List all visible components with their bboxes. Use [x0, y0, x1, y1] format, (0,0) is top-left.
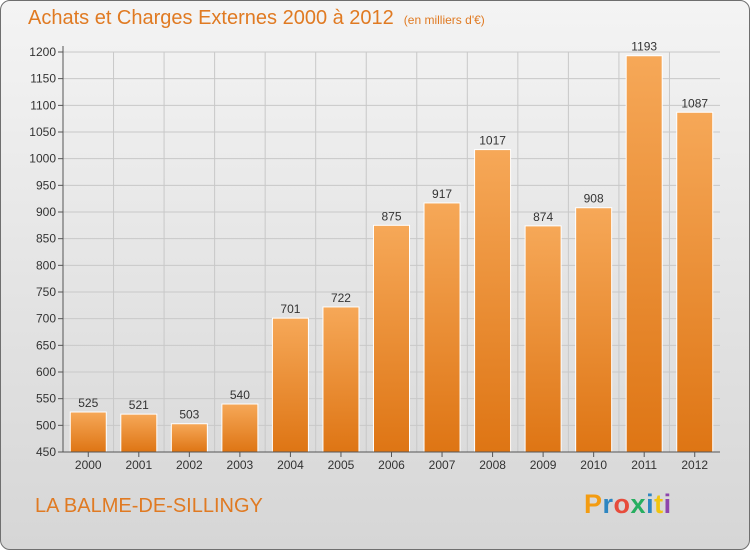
data-label-2005: 722: [331, 291, 351, 305]
bar-2007: [423, 202, 461, 453]
bar-2006: [373, 224, 410, 453]
y-tick-label-850: 850: [36, 232, 56, 246]
y-tick-label-650: 650: [36, 338, 56, 352]
y-tick-label-500: 500: [36, 418, 56, 432]
data-label-2007: 917: [432, 187, 452, 201]
logo-letter: r: [602, 489, 614, 519]
x-tick-label-2004: 2004: [277, 458, 304, 472]
bar-2011: [625, 55, 663, 453]
x-tick-label-2000: 2000: [75, 458, 102, 472]
logo-letter: o: [613, 489, 631, 519]
location-label: LA BALME-DE-SILLINGY: [35, 495, 263, 517]
bar-2005: [322, 306, 360, 453]
axes: [58, 46, 720, 457]
x-tick-label-2001: 2001: [125, 458, 152, 472]
x-tick-label-2010: 2010: [580, 458, 607, 472]
bar-2004: [271, 317, 309, 453]
data-label-2004: 701: [280, 302, 300, 316]
logo-letter: i: [663, 489, 672, 519]
logo-letter: t: [654, 489, 664, 519]
data-label-2002: 503: [179, 408, 199, 422]
logo-letter: x: [630, 489, 647, 519]
proxiti-logo[interactable]: Proxiti: [584, 489, 672, 520]
x-tick-label-2002: 2002: [176, 458, 203, 472]
chart-unit: (en milliers d'€): [403, 13, 485, 27]
chart-title-text: Achats et Charges Externes 2000 à 2012: [28, 7, 394, 29]
data-label-2001: 521: [129, 398, 149, 412]
x-tick-label-2012: 2012: [681, 458, 708, 472]
y-tick-label-1000: 1000: [29, 152, 56, 166]
data-label-2000: 525: [78, 396, 98, 410]
chart-title: Achats et Charges Externes 2000 à 2012 (e…: [28, 7, 485, 30]
labels: 450 500 550 600 650 700 750 800 850 900 950 1000 105…: [29, 40, 708, 472]
y-tick-label-950: 950: [36, 178, 56, 192]
y-tick-label-1200: 1200: [29, 45, 56, 59]
y-tick-label-1100: 1100: [30, 98, 56, 112]
y-tick-label-1050: 1050: [29, 125, 56, 139]
x-tick-label-2011: 2011: [631, 458, 657, 472]
x-tick-label-2005: 2005: [328, 458, 355, 472]
bar-2001: [120, 413, 158, 453]
data-label-2011: 1193: [631, 40, 657, 54]
data-label-2006: 875: [381, 209, 401, 223]
logo-letter: P: [584, 489, 603, 519]
data-label-2003: 540: [230, 388, 250, 402]
data-label-2012: 1087: [681, 96, 708, 110]
x-tick-label-2003: 2003: [227, 458, 254, 472]
y-tick-label-450: 450: [36, 445, 56, 459]
y-tick-label-1150: 1150: [30, 72, 56, 86]
bar-2010: [575, 207, 613, 453]
y-tick-label-900: 900: [36, 205, 56, 219]
data-label-2010: 908: [584, 192, 604, 206]
x-tick-label-2008: 2008: [479, 458, 506, 472]
y-tick-label-550: 550: [36, 392, 56, 406]
bar-2012: [676, 111, 714, 453]
x-tick-label-2009: 2009: [530, 458, 557, 472]
y-tick-label-800: 800: [36, 258, 56, 272]
logo-letter: i: [646, 489, 655, 519]
data-label-2009: 874: [533, 210, 553, 224]
y-tick-label-600: 600: [36, 365, 56, 379]
data-label-2008: 1017: [479, 134, 506, 148]
y-tick-label-750: 750: [36, 285, 56, 299]
bar-2000: [69, 411, 107, 453]
bar-2003: [221, 403, 259, 453]
bar-2009: [524, 225, 562, 453]
y-tick-label-700: 700: [36, 312, 56, 326]
x-tick-label-2007: 2007: [429, 458, 456, 472]
bar-2002: [170, 423, 208, 453]
x-tick-label-2006: 2006: [378, 458, 405, 472]
bars: [69, 55, 714, 453]
bar-2008: [474, 149, 512, 453]
